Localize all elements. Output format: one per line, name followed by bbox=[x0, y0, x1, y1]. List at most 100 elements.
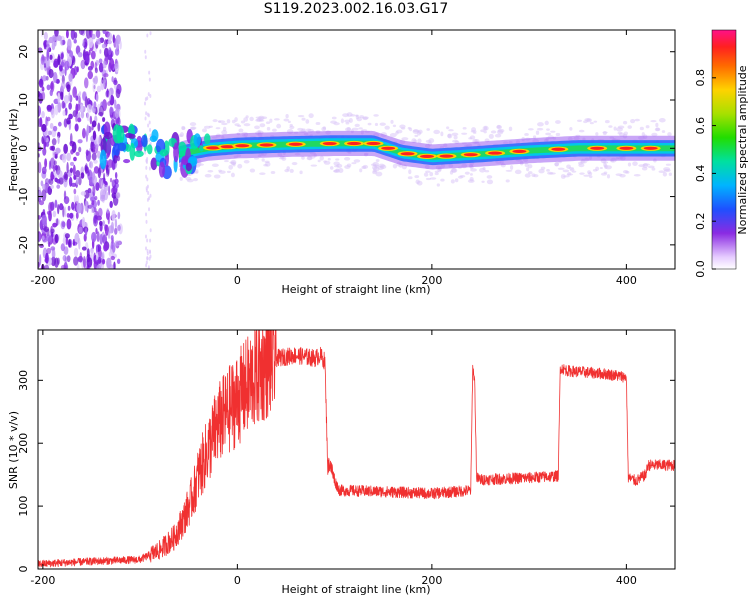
spectrogram-noise bbox=[148, 77, 151, 82]
spectrogram-noise bbox=[149, 127, 152, 132]
spectrogram-noise bbox=[50, 184, 54, 189]
spectrogram-noise bbox=[108, 89, 112, 101]
spectrogram-noise bbox=[41, 123, 47, 133]
spectrogram-noise bbox=[107, 231, 111, 239]
spectrogram-noise bbox=[77, 51, 83, 58]
spectrogram-noise bbox=[61, 81, 66, 90]
spectrogram-haze bbox=[599, 166, 603, 169]
spectrogram-noise bbox=[146, 33, 149, 38]
spectrogram-haze bbox=[407, 176, 413, 180]
spectrogram-noise bbox=[84, 77, 89, 89]
spectrogram-noise bbox=[54, 30, 59, 37]
spectrogram-noise bbox=[99, 233, 103, 245]
spectrogram-noise bbox=[49, 122, 54, 130]
spectrogram-noise bbox=[66, 218, 72, 230]
spectrogram-haze bbox=[327, 157, 331, 161]
spectrogram-noise bbox=[94, 143, 99, 149]
spectrogram-noise bbox=[66, 212, 70, 218]
spectrogram-haze bbox=[546, 168, 550, 172]
colorbar-tick-label: 0.6 bbox=[694, 117, 707, 135]
spectrogram-noise bbox=[66, 162, 69, 174]
spectrogram-noise bbox=[67, 238, 71, 248]
spectrogram-blob bbox=[159, 149, 169, 157]
spectrogram-noise bbox=[78, 30, 85, 36]
spectrogram-blob bbox=[189, 157, 197, 162]
spectrogram-haze bbox=[578, 129, 585, 133]
spectrogram-noise bbox=[114, 63, 119, 70]
spectrogram-noise bbox=[41, 235, 45, 241]
spectrogram-noise bbox=[53, 160, 57, 166]
spectrogram-haze bbox=[524, 133, 529, 136]
spectrogram-noise bbox=[49, 54, 53, 60]
spectrogram-noise bbox=[145, 260, 148, 265]
spectrogram-haze bbox=[317, 159, 321, 163]
spectrogram-noise bbox=[43, 139, 46, 150]
spectrogram-haze bbox=[289, 125, 295, 130]
spectrogram-blob bbox=[141, 134, 148, 148]
spectrogram-noise bbox=[81, 216, 86, 228]
spectrogram-noise bbox=[75, 111, 78, 123]
spectrogram-noise bbox=[97, 37, 102, 45]
spectrogram-noise bbox=[97, 122, 101, 132]
spectrogram-noise bbox=[88, 36, 94, 49]
spectrogram-noise bbox=[85, 30, 91, 39]
ridge-peak bbox=[590, 146, 605, 150]
spectrogram-haze bbox=[587, 170, 591, 175]
spectrogram-noise bbox=[46, 247, 52, 255]
spectrogram-noise bbox=[41, 136, 45, 145]
spectrogram-noise bbox=[75, 177, 79, 186]
spectrogram-noise bbox=[93, 75, 98, 85]
spectrogram-haze bbox=[440, 178, 445, 182]
spectrogram-noise bbox=[110, 255, 116, 261]
spectrogram-noise bbox=[78, 226, 83, 234]
spectrogram-haze bbox=[213, 174, 221, 179]
spectrogram-noise bbox=[96, 231, 100, 243]
spectrogram-haze bbox=[301, 128, 306, 131]
spectrogram-haze bbox=[497, 129, 504, 135]
spectrogram-haze bbox=[554, 162, 559, 167]
spectrogram-noise bbox=[56, 257, 60, 265]
spectrogram-haze bbox=[291, 162, 298, 166]
spectrogram-noise bbox=[95, 182, 100, 191]
spectrogram-noise bbox=[56, 35, 62, 41]
spectrogram-noise bbox=[147, 92, 150, 97]
spectrogram-panel: -200 0 200 400 -20 -10 0 10 20 Height of straigh… bbox=[7, 29, 676, 296]
spectrogram-noise bbox=[47, 130, 53, 136]
spectrogram-noise bbox=[107, 40, 112, 45]
spectrogram-haze bbox=[256, 117, 263, 122]
spectrogram-haze bbox=[356, 117, 363, 122]
spectrogram-noise bbox=[41, 75, 47, 82]
spectrogram-noise bbox=[98, 62, 104, 73]
spectrogram-noise bbox=[44, 264, 50, 269]
spectrogram-noise bbox=[50, 82, 54, 90]
spectrogram-noise bbox=[70, 30, 76, 40]
spectrogram-noise bbox=[144, 49, 147, 54]
spectrogram-noise bbox=[144, 55, 147, 60]
spectrogram-haze bbox=[249, 116, 254, 122]
spectrogram-noise bbox=[90, 50, 96, 60]
spectrogram-noise bbox=[51, 34, 57, 43]
spectrogram-haze bbox=[367, 122, 372, 126]
spectrogram-noise bbox=[73, 188, 77, 195]
spectrogram-noise bbox=[95, 244, 99, 254]
spectrogram-haze bbox=[372, 169, 377, 173]
spectrogram-noise bbox=[71, 141, 77, 153]
spectrogram-noise bbox=[146, 177, 149, 182]
spectrogram-haze bbox=[390, 119, 394, 124]
spectrogram-haze bbox=[408, 169, 412, 175]
spectrogram-haze bbox=[547, 171, 554, 175]
spectrogram-haze bbox=[454, 178, 459, 183]
spectrogram-noise bbox=[78, 176, 82, 186]
spectrogram-noise bbox=[63, 143, 68, 154]
spectrogram-noise bbox=[59, 65, 63, 72]
spectrogram-noise bbox=[149, 31, 152, 36]
spectrogram-haze bbox=[276, 123, 282, 129]
spectrogram-noise bbox=[69, 132, 73, 145]
y-tick-label: 20 bbox=[17, 45, 30, 59]
spectrogram-noise bbox=[71, 201, 75, 211]
spectrogram-noise bbox=[62, 110, 66, 117]
spectrogram-noise bbox=[56, 218, 59, 226]
spectrogram-noise bbox=[80, 191, 87, 196]
spectrogram-haze bbox=[273, 118, 280, 121]
spectrogram-haze bbox=[566, 173, 574, 176]
